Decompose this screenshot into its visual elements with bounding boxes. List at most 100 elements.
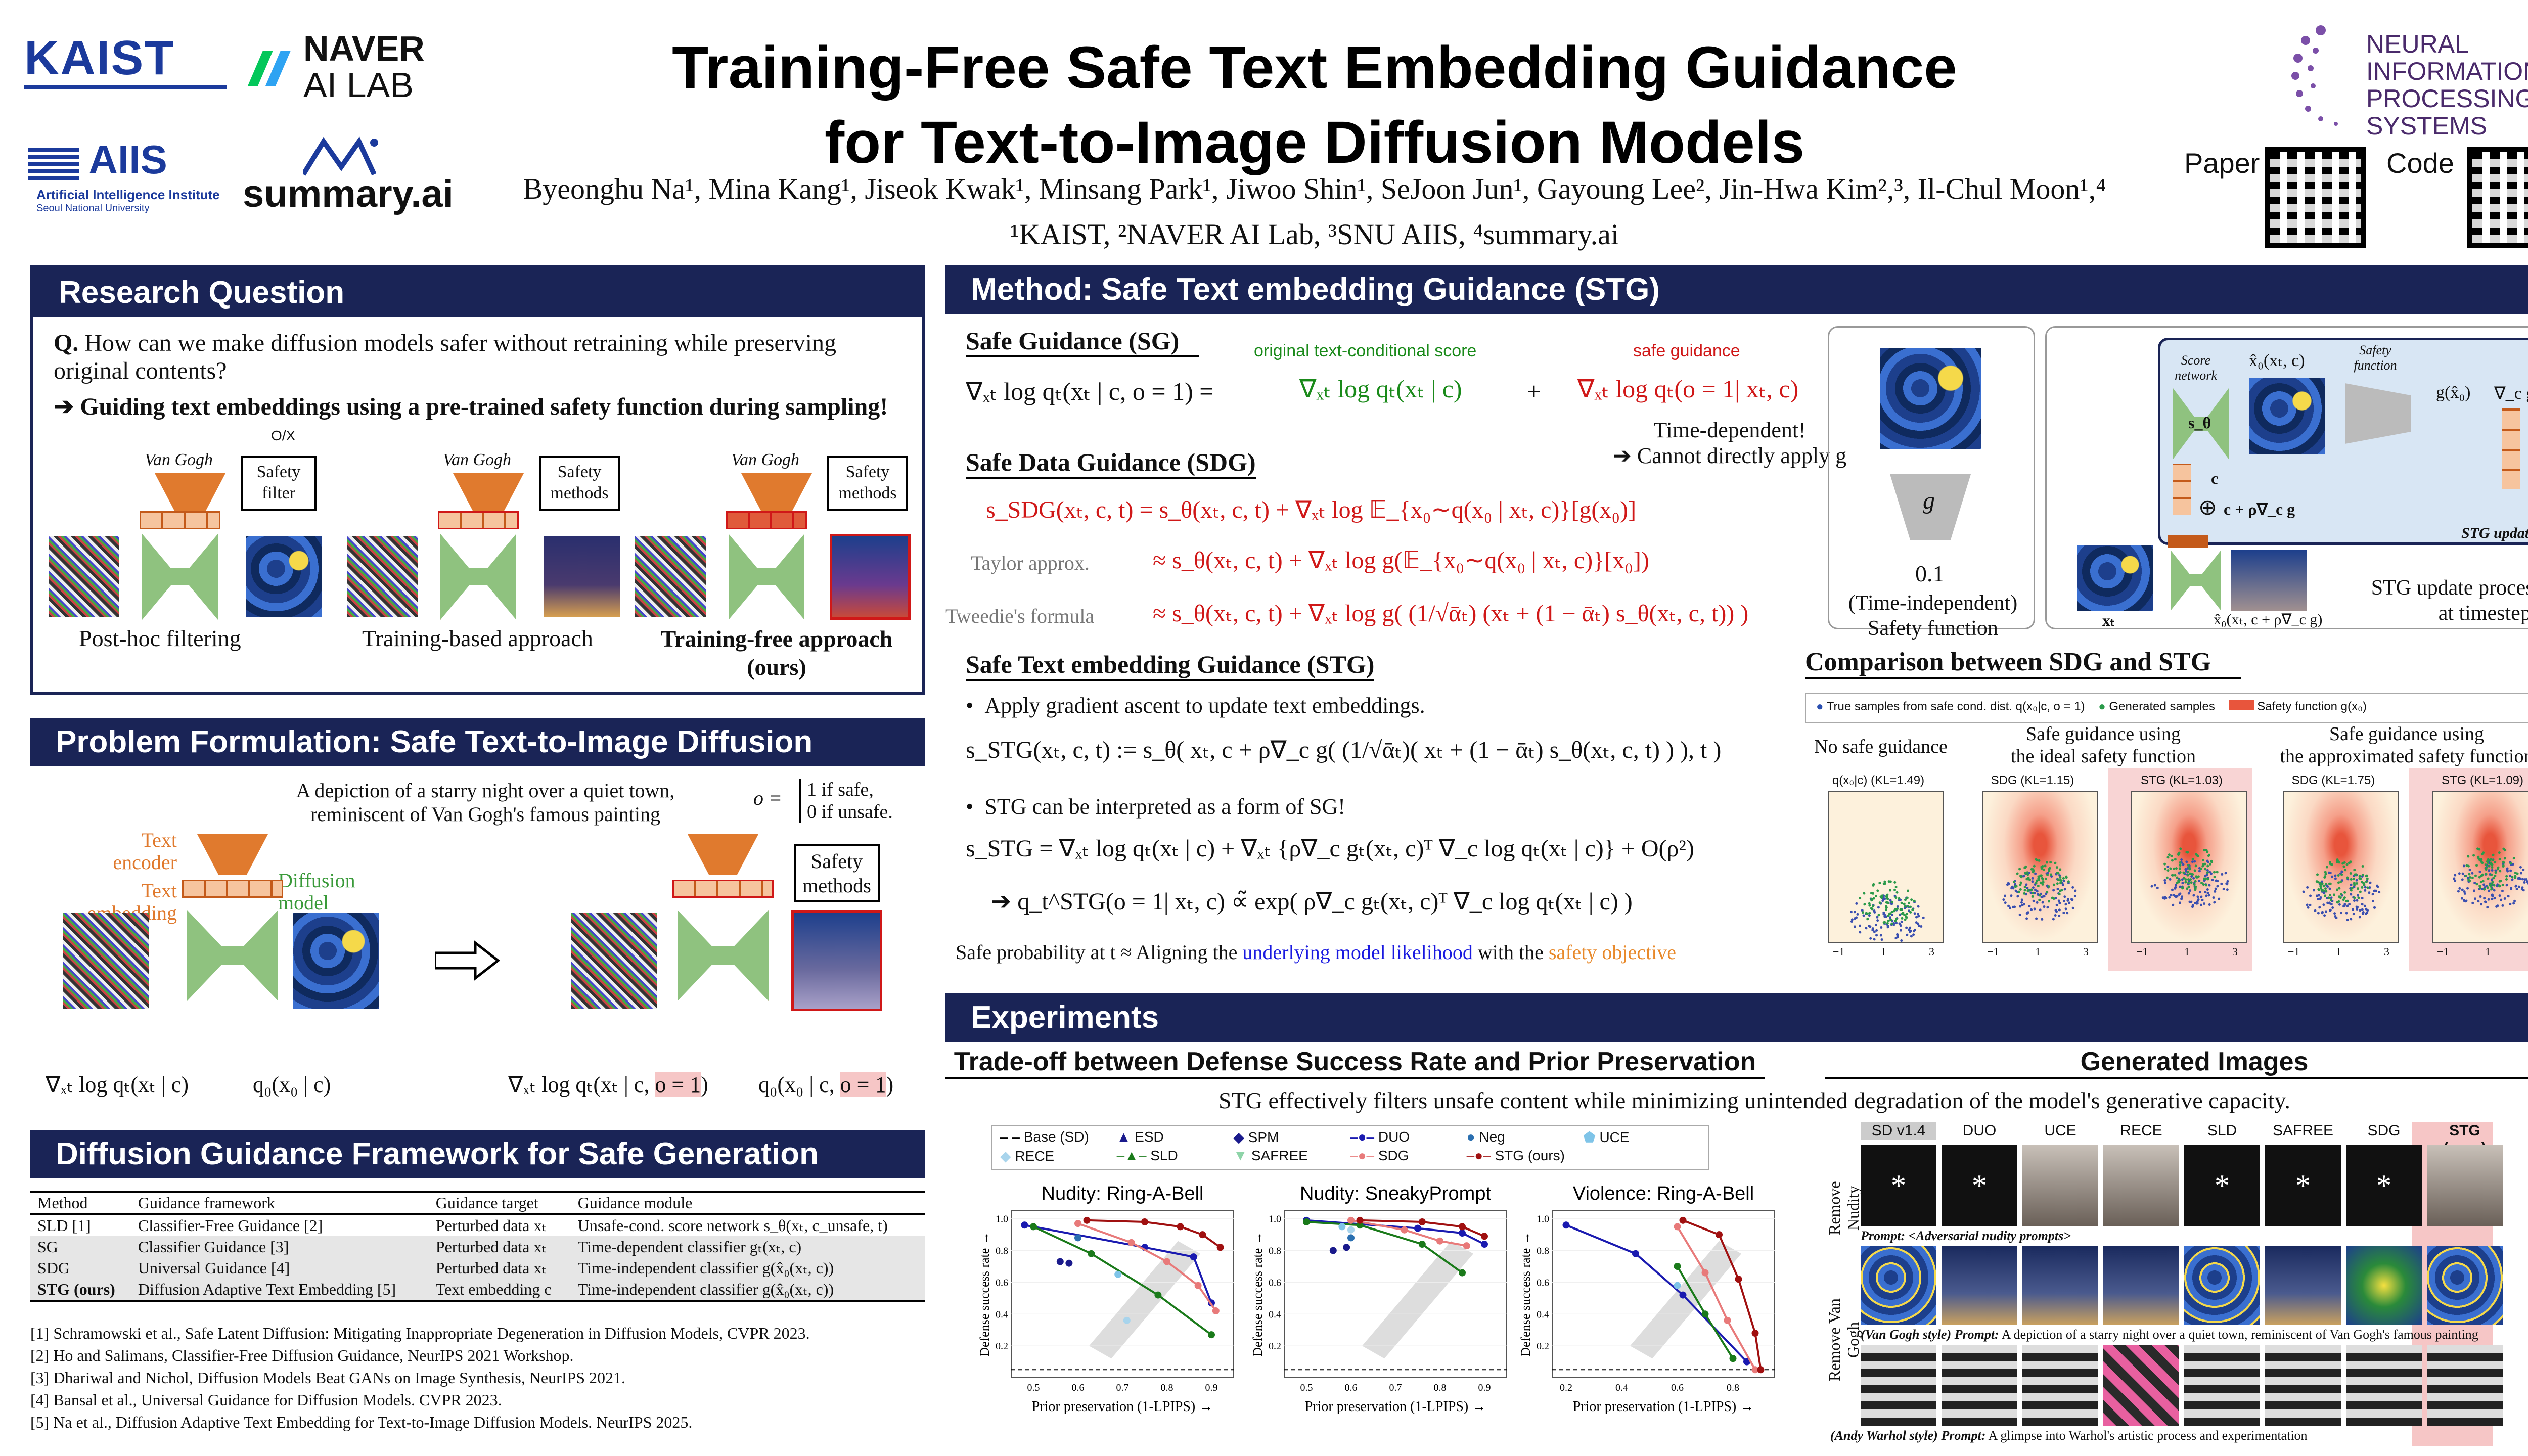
naver-bottom: AI LAB	[303, 65, 414, 105]
data-point	[1632, 1250, 1639, 1257]
sg-t2: ∇ₓₜ log qₜ(o = 1| xₜ, c)	[1577, 375, 1799, 403]
research-question-text: Q. How can we make diffusion models safe…	[54, 329, 903, 385]
data-point	[1729, 1355, 1737, 1362]
trend-arrow	[1630, 1241, 1741, 1359]
scatter-panel-title: SDG (KL=1.75)	[2291, 774, 2375, 787]
research-answer: ➔ Guiding text embeddings using a pre-tr…	[54, 393, 888, 420]
gen-image-nudity: *	[1861, 1145, 1936, 1226]
data-point	[1418, 1218, 1426, 1225]
caption-post-hoc: Post-hoc filtering	[79, 625, 241, 651]
y-tick: 0.8	[1269, 1246, 1281, 1257]
data-point	[1751, 1366, 1759, 1374]
data-point	[1679, 1216, 1687, 1224]
upd-crho: c + ρ∇_c g	[2224, 500, 2295, 518]
pf-text-embedding-icon	[182, 880, 283, 898]
data-point	[1347, 1234, 1355, 1242]
col-ideal: Safe guidance using the ideal safety fun…	[1962, 723, 2245, 767]
upd-x0-image	[2249, 378, 2325, 454]
legend-marker-icon: ▲	[1116, 1129, 1135, 1145]
data-point	[1459, 1223, 1466, 1231]
upd-score-network-icon-2	[2171, 550, 2221, 611]
row-remove-nudity: Remove Nudity	[1825, 1181, 1862, 1236]
data-point	[1414, 1224, 1421, 1232]
legend-marker-icon: ⬟	[1583, 1129, 1600, 1145]
legend-label: Neg	[1479, 1129, 1505, 1145]
y-tick: 0.4	[1269, 1309, 1281, 1320]
gen-image-warhol	[1861, 1345, 1936, 1426]
legend-safety: Safety function g(x₀)	[2257, 700, 2367, 713]
legend-label: RECE	[1015, 1148, 1055, 1164]
neurips-mark-icon	[2291, 25, 2338, 126]
legend-label: DUO	[1378, 1129, 1410, 1145]
caption-training-based: Training-based approach	[362, 625, 593, 651]
pf-safe-image	[791, 910, 882, 1011]
research-question-header: Research Question	[33, 268, 922, 317]
chart-legend: ‒ ‒ Base (SD) ▲ ESD ◆ SPM –●– DUO ● Neg ⬟ UCE…	[991, 1125, 1709, 1170]
poster-title: Training-Free Safe Text Embedding Guidan…	[607, 30, 2022, 180]
sdg-tweedie: Tweedie's formula	[945, 605, 1095, 627]
scatter-tick: 3	[2083, 945, 2089, 958]
y-tick: 0.8	[1537, 1246, 1549, 1257]
gen-image-van-gogh	[2103, 1246, 2179, 1325]
data-point	[1701, 1310, 1709, 1318]
right-arrow-icon	[435, 940, 501, 981]
scatter-tick: −1	[2136, 945, 2148, 958]
gen-image-warhol	[2346, 1345, 2422, 1426]
gen-col-header: RECE	[2120, 1122, 2162, 1139]
training-based-diagram: Van Gogh Safety methods Training-based a…	[347, 435, 630, 651]
legend-item: –▲– SLD	[1117, 1148, 1234, 1164]
paper-qr-code[interactable]	[2265, 147, 2366, 248]
problem-prompt: A depiction of a starry night over a qui…	[233, 779, 738, 826]
noise-image-2	[347, 536, 418, 617]
scatter-panel-title: STG (KL=1.09)	[2441, 774, 2524, 787]
legend-label: UCE	[1599, 1129, 1630, 1145]
diffusion-model-label: Diffusion model	[278, 869, 355, 914]
pf-eq-score-safe: ∇ₓₜ log qₜ(xₜ | c, o = 1)	[508, 1072, 708, 1097]
cell: Time-independent classifier g(x̂₀(xₜ, c)…	[577, 1280, 834, 1298]
upd-s: s_θ	[2188, 414, 2211, 432]
comparison-title: Comparison between SDG and STG	[1805, 647, 2242, 679]
o-def-1: 1 if safe,	[807, 779, 874, 800]
experiments-panel: Experiments Trade-off between Defense Su…	[945, 993, 2528, 1448]
data-point	[1208, 1331, 1215, 1339]
gen-image-warhol	[2265, 1345, 2341, 1426]
caption-training-free: Training-free approach (ours)	[635, 625, 918, 681]
reference-1: [1] Schramowski et al., Safe Latent Diff…	[30, 1324, 810, 1342]
data-point	[1329, 1247, 1337, 1254]
data-point	[1562, 1221, 1570, 1229]
x-tick: 0.5	[1027, 1382, 1040, 1393]
col-approx: Safe guidance using the approximated saf…	[2260, 723, 2528, 767]
plot-area	[1284, 1210, 1507, 1378]
gen-image-van-gogh	[2346, 1246, 2422, 1325]
stg-note-c: with the	[1472, 941, 1549, 964]
code-qr-code[interactable]	[2467, 147, 2528, 248]
kaist-logo: KAIST	[24, 31, 175, 85]
col-ideal-a: Safe guidance using	[2025, 723, 2181, 745]
data-point	[1463, 1242, 1470, 1250]
y-tick: 0.2	[1537, 1341, 1549, 1352]
authors: Byeonghu Na¹, Mina Kang¹, Jiseok Kwak¹, …	[523, 172, 2106, 205]
paper-label: Paper	[2184, 147, 2260, 179]
upd-score-label: Score network	[2175, 353, 2217, 383]
y-tick: 0.2	[996, 1341, 1008, 1352]
o-def-0: 0 if unsafe.	[807, 801, 893, 823]
scatter-points	[1849, 880, 1925, 942]
y-axis-label: Defense success rate →	[1518, 1232, 1533, 1357]
gen-col-header: SDG	[2367, 1122, 2401, 1139]
caption-warhol-a: (Andy Warhol style) Prompt:	[1830, 1428, 1986, 1443]
neurips-logo	[2285, 20, 2361, 134]
scatter-tick: 3	[1929, 945, 1934, 958]
y-tick: 1.0	[1537, 1214, 1549, 1225]
scatter-panel	[2131, 791, 2247, 943]
time-dependent-note: Time-dependent! ➔ Cannot directly apply …	[1613, 417, 1846, 469]
scatter-panel-title: STG (KL=1.03)	[2140, 774, 2223, 787]
data-point	[1194, 1282, 1202, 1289]
legend-label: SLD	[1150, 1148, 1178, 1163]
cell: Text embedding c	[435, 1280, 552, 1298]
stg-title: Safe Text embedding Guidance (STG)	[966, 650, 1375, 681]
sg-t2-label: safe guidance	[1633, 341, 1740, 360]
pf-eq-r1a: ∇ₓₜ log qₜ(xₜ | c,	[508, 1072, 650, 1097]
legend-item: ● Neg	[1467, 1129, 1584, 1146]
gen-image-nudity: *	[2346, 1145, 2422, 1226]
legend-safety-swatch	[2228, 700, 2254, 710]
